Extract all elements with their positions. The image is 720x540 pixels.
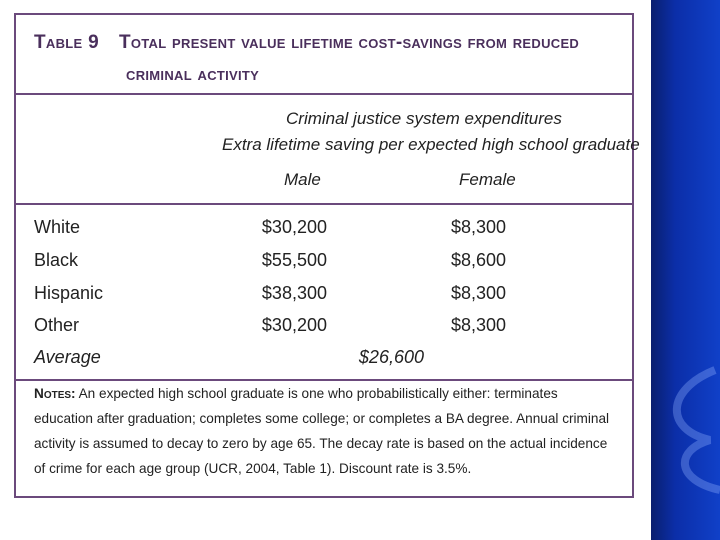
notes-rule bbox=[16, 379, 632, 381]
header-line-2: Extra lifetime saving per expected high … bbox=[222, 135, 640, 154]
header-line-1: Criminal justice system expenditures bbox=[286, 109, 562, 128]
table-title: Table 9 Total present value lifetime cost… bbox=[34, 27, 614, 91]
decorative-swirl-icon bbox=[672, 366, 720, 494]
cell-white-female: $8,300 bbox=[450, 217, 506, 237]
cell-average: $26,600 bbox=[358, 347, 424, 367]
cell-black-female: $8,600 bbox=[450, 250, 506, 270]
row-label-average: Average bbox=[34, 347, 101, 367]
slide: Table 9 Total present value lifetime cost… bbox=[14, 13, 640, 498]
row-label-other: Other bbox=[34, 315, 80, 335]
cell-white-male: $30,200 bbox=[261, 217, 327, 237]
cell-black-male: $55,500 bbox=[261, 250, 327, 270]
row-label-black: Black bbox=[34, 250, 79, 270]
row-label-white: White bbox=[34, 217, 81, 237]
notes-label: Notes: bbox=[34, 386, 76, 401]
table-title-line1: Total present value lifetime cost-saving… bbox=[118, 32, 580, 53]
table-9: Table 9 Total present value lifetime cost… bbox=[14, 13, 640, 498]
cell-hispanic-female: $8,300 bbox=[450, 283, 506, 303]
cell-hispanic-male: $38,300 bbox=[261, 283, 327, 303]
slide-side-band bbox=[651, 0, 720, 540]
cell-other-female: $8,300 bbox=[450, 315, 506, 335]
row-label-hispanic: Hispanic bbox=[34, 283, 104, 303]
cell-other-male: $30,200 bbox=[261, 315, 327, 335]
table-number: Table 9 bbox=[34, 32, 99, 53]
col-head-male: Male bbox=[284, 170, 321, 189]
table-title-line2: criminal activity bbox=[126, 64, 260, 85]
notes-text: An expected high school graduate is one … bbox=[34, 386, 610, 476]
header-rule bbox=[16, 203, 632, 205]
title-rule bbox=[16, 93, 632, 95]
col-head-female: Female bbox=[459, 170, 516, 189]
table-notes: Notes: An expected high school graduate … bbox=[34, 381, 614, 481]
